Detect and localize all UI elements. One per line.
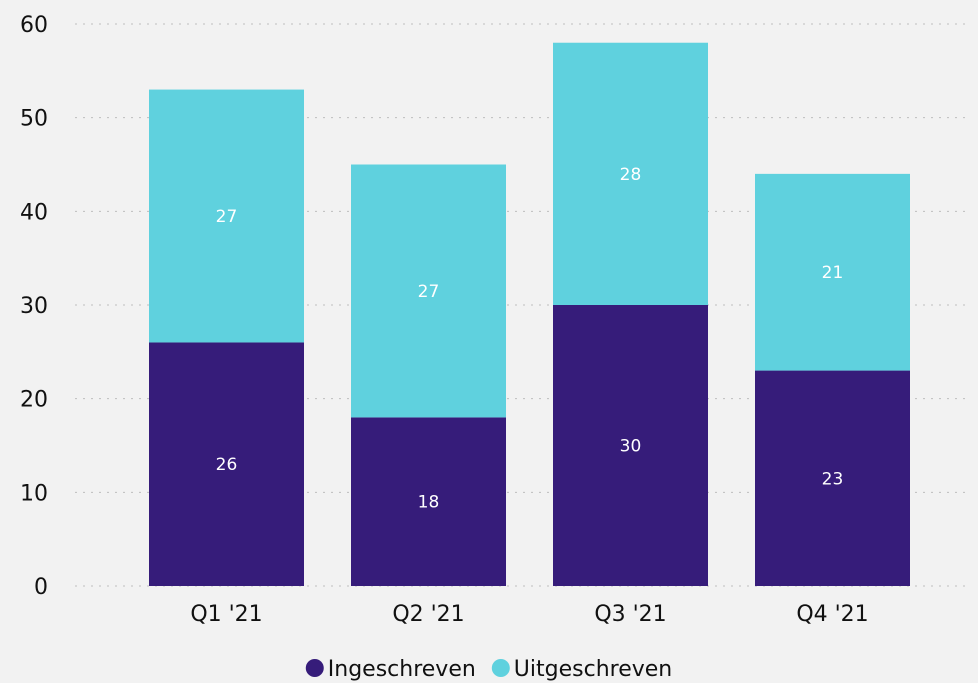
bar-ingeschreven-2	[351, 417, 506, 586]
x-tick-label: Q4 '21	[796, 602, 868, 627]
y-tick-label: 50	[20, 107, 48, 132]
legend-label: Uitgeschreven	[514, 657, 672, 682]
y-axis-ticks: 0 10 20 30 40 50 60	[20, 13, 48, 600]
legend-label: Ingeschreven	[328, 657, 476, 682]
x-axis-ticks: Q1 '21 Q2 '21 Q3 '21 Q4 '21	[190, 602, 868, 627]
data-label: 27	[418, 282, 440, 302]
legend-swatch	[305, 659, 324, 677]
legend: Ingeschreven Uitgeschreven	[305, 657, 672, 682]
bar-uitgeschreven-4	[755, 173, 910, 371]
legend-swatch	[491, 659, 510, 677]
bar-ingeschreven-3	[553, 305, 708, 586]
data-label: 27	[216, 207, 238, 227]
bar-uitgeschreven-3	[553, 42, 708, 305]
y-tick-label: 0	[34, 575, 48, 600]
legend-item-ingeschreven: Ingeschreven	[305, 657, 476, 682]
x-tick-label: Q1 '21	[190, 602, 262, 627]
data-label: 28	[620, 165, 642, 185]
bar-uitgeschreven-2	[351, 164, 506, 418]
y-tick-label: 20	[20, 388, 48, 413]
data-labels: 26 27 18 27 30 28 23 21	[216, 165, 844, 513]
data-label: 23	[822, 469, 844, 489]
bar-ingeschreven-4	[755, 370, 910, 586]
bar-ingeschreven-1	[149, 342, 304, 586]
bars	[149, 42, 910, 586]
y-tick-label: 40	[20, 200, 48, 225]
data-label: 18	[418, 493, 440, 513]
data-label: 26	[216, 455, 238, 475]
x-tick-label: Q2 '21	[392, 602, 464, 627]
data-label: 30	[620, 437, 642, 457]
y-tick-label: 30	[20, 294, 48, 319]
y-tick-label: 60	[20, 13, 48, 38]
x-tick-label: Q3 '21	[594, 602, 666, 627]
data-label: 21	[822, 263, 844, 283]
legend-item-uitgeschreven: Uitgeschreven	[491, 657, 672, 682]
y-tick-label: 10	[20, 481, 48, 506]
bar-uitgeschreven-1	[149, 89, 304, 343]
